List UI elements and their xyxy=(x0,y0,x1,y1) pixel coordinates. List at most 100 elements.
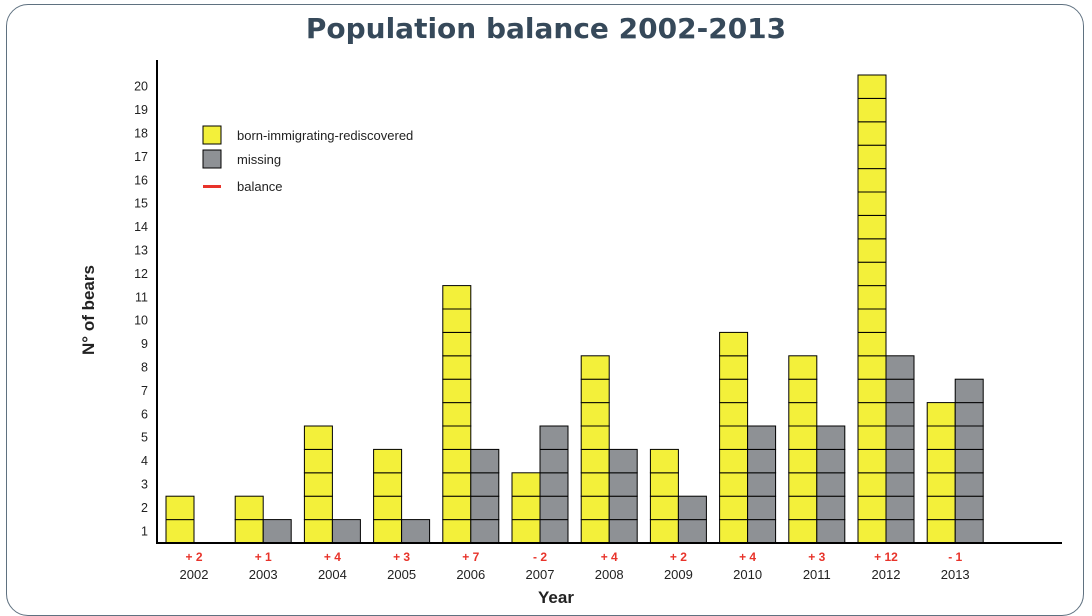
bar-born-2011-block-3 xyxy=(788,472,818,497)
x-tick-label-2007: 2007 xyxy=(526,567,555,582)
bar-born-2010-block-4 xyxy=(719,448,749,474)
bar-missing-2013-block-3 xyxy=(954,472,984,497)
legend-swatch-born xyxy=(202,125,222,145)
balance-label-2002: + 2 xyxy=(185,550,202,564)
bar-missing-2006-block-2 xyxy=(470,495,500,521)
x-axis-label: Year xyxy=(538,588,574,607)
bar-born-2006-block-5 xyxy=(442,425,472,450)
x-tick-label-2013: 2013 xyxy=(941,567,970,582)
x-tick-label-2005: 2005 xyxy=(387,567,416,582)
bar-born-2012-block-1 xyxy=(857,519,887,544)
bar-missing-2004-block-1 xyxy=(331,519,361,544)
bar-born-2012-block-11 xyxy=(857,285,887,310)
bar-born-2009-block-3 xyxy=(649,472,679,497)
y-tick-label-12: 12 xyxy=(134,267,148,281)
balance-label-2010: + 4 xyxy=(739,550,756,564)
balance-label-2008: + 4 xyxy=(601,550,618,564)
legend-label-balance: balance xyxy=(237,179,283,194)
bar-missing-2008-block-2 xyxy=(608,495,638,521)
bar-born-2006-block-1 xyxy=(442,519,472,544)
bar-born-2012-block-4 xyxy=(857,448,887,474)
bar-born-2012-block-3 xyxy=(857,472,887,497)
bar-missing-2013-block-7 xyxy=(954,378,984,404)
axes-group xyxy=(156,60,1062,544)
x-tick-label-2002: 2002 xyxy=(180,567,209,582)
bar-born-2006-block-3 xyxy=(442,472,472,497)
bar-born-2008-block-6 xyxy=(580,402,610,427)
bar-born-2013-block-2 xyxy=(926,495,956,521)
bar-born-2010-block-8 xyxy=(719,355,749,380)
bar-born-2006-block-11 xyxy=(442,285,472,310)
bar-born-2004-block-3 xyxy=(303,472,333,497)
bar-born-2008-block-5 xyxy=(580,425,610,450)
bar-missing-2010-block-2 xyxy=(747,495,777,521)
balance-label-2003: + 1 xyxy=(255,550,272,564)
bar-born-2009-block-4 xyxy=(649,448,679,474)
bar-born-2008-block-4 xyxy=(580,448,610,474)
bar-born-2012-block-6 xyxy=(857,402,887,427)
bar-born-2012-block-5 xyxy=(857,425,887,450)
x-tick-label-2011: 2011 xyxy=(803,567,831,582)
bar-missing-2006-block-4 xyxy=(470,448,500,474)
bar-born-2011-block-1 xyxy=(788,519,818,544)
balance-label-2006: + 7 xyxy=(462,550,479,564)
bar-born-2006-block-10 xyxy=(442,308,472,333)
bar-born-2010-block-1 xyxy=(719,519,749,544)
y-tick-label-17: 17 xyxy=(134,150,148,164)
bar-born-2005-block-4 xyxy=(373,448,403,474)
bar-missing-2009-block-1 xyxy=(677,519,707,544)
bar-born-2012-block-19 xyxy=(857,97,887,123)
y-tick-label-4: 4 xyxy=(141,454,148,468)
bar-born-2004-block-1 xyxy=(303,519,333,544)
bar-born-2004-block-2 xyxy=(303,495,333,521)
bar-born-2012-block-17 xyxy=(857,144,887,170)
balance-label-2004: + 4 xyxy=(324,550,341,564)
bar-missing-2011-block-4 xyxy=(816,448,846,474)
bar-missing-2013-block-4 xyxy=(954,448,984,474)
bar-born-2012-block-16 xyxy=(857,168,887,193)
bar-missing-2010-block-3 xyxy=(747,472,777,497)
bar-born-2006-block-9 xyxy=(442,331,472,357)
bar-born-2012-block-7 xyxy=(857,378,887,404)
bar-born-2009-block-2 xyxy=(649,495,679,521)
bar-born-2010-block-6 xyxy=(719,402,749,427)
x-tick-label-2009: 2009 xyxy=(664,567,693,582)
bar-born-2011-block-5 xyxy=(788,425,818,450)
bar-born-2011-block-7 xyxy=(788,378,818,404)
x-tick-label-2012: 2012 xyxy=(872,567,901,582)
bar-missing-2010-block-5 xyxy=(747,425,777,450)
bar-missing-2011-block-2 xyxy=(816,495,846,521)
bar-born-2003-block-2 xyxy=(234,495,264,521)
chart-title: Population balance 2002-2013 xyxy=(305,12,787,45)
bar-born-2005-block-2 xyxy=(373,495,403,521)
balance-label-2009: + 2 xyxy=(670,550,687,564)
y-tick-label-5: 5 xyxy=(141,431,148,445)
bar-born-2012-block-20 xyxy=(857,74,887,99)
bar-born-2012-block-2 xyxy=(857,495,887,521)
bar-missing-2007-block-3 xyxy=(539,472,569,497)
bar-born-2011-block-6 xyxy=(788,402,818,427)
bar-missing-2011-block-1 xyxy=(816,519,846,544)
bar-missing-2012-block-1 xyxy=(885,519,915,544)
bar-missing-2011-block-5 xyxy=(816,425,846,450)
bar-born-2007-block-2 xyxy=(511,495,541,521)
balance-label-2012: + 12 xyxy=(874,550,898,564)
balance-label-2011: + 3 xyxy=(808,550,825,564)
bar-born-2012-block-15 xyxy=(857,191,887,216)
y-tick-label-1: 1 xyxy=(141,524,148,538)
bar-born-2007-block-1 xyxy=(511,519,541,544)
bar-born-2013-block-3 xyxy=(926,472,956,497)
bar-born-2005-block-3 xyxy=(373,472,403,497)
y-tick-label-7: 7 xyxy=(141,384,148,398)
bar-born-2006-block-2 xyxy=(442,495,472,521)
bar-born-2008-block-1 xyxy=(580,519,610,544)
bar-missing-2008-block-4 xyxy=(608,448,638,474)
y-tick-label-16: 16 xyxy=(134,173,148,187)
x-tick-label-2003: 2003 xyxy=(249,567,278,582)
bar-missing-2008-block-1 xyxy=(608,519,638,544)
bar-born-2006-block-4 xyxy=(442,448,472,474)
bar-born-2010-block-3 xyxy=(719,472,749,497)
bar-born-2004-block-5 xyxy=(303,425,333,450)
bar-born-2013-block-6 xyxy=(926,402,956,427)
